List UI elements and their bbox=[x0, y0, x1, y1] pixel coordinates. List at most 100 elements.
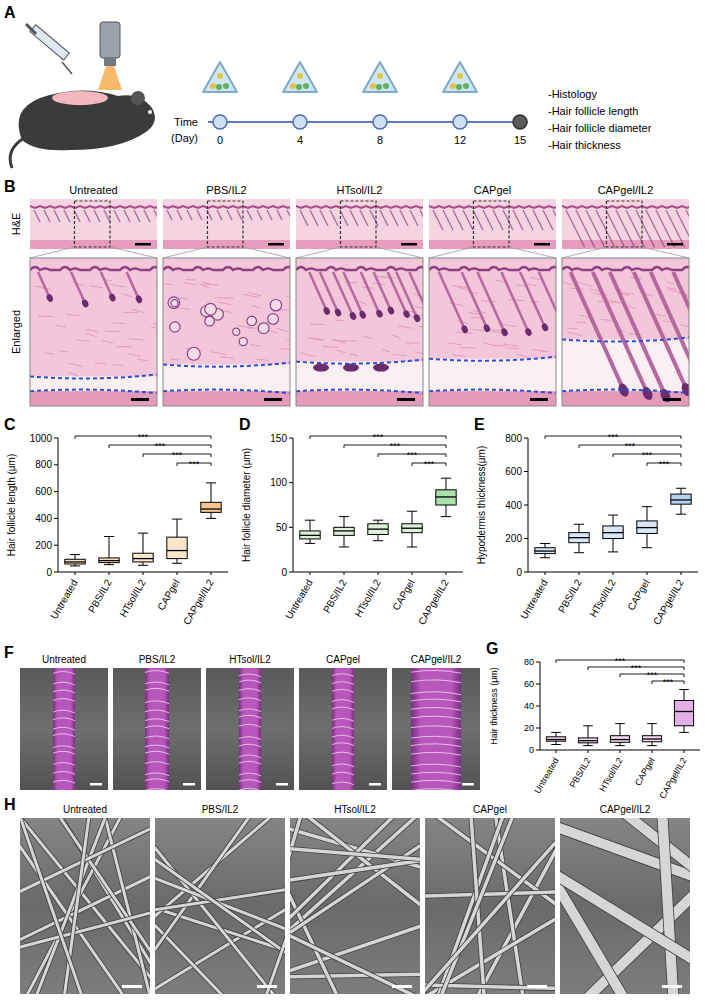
follicle bbox=[309, 272, 327, 311]
texture bbox=[680, 325, 689, 328]
x-tick bbox=[75, 572, 76, 575]
x-tick-label: HTsol/IL2 bbox=[587, 577, 618, 619]
hair-shadow bbox=[425, 818, 555, 994]
follicle bbox=[247, 210, 252, 220]
epidermis bbox=[562, 206, 689, 208]
group-label: HTsol/IL2 bbox=[337, 184, 383, 196]
follicle bbox=[237, 210, 242, 220]
hair bbox=[290, 818, 397, 994]
follicle bbox=[257, 210, 262, 220]
x-tick bbox=[684, 750, 685, 753]
whisker-cap bbox=[373, 520, 383, 521]
cuticle bbox=[239, 744, 261, 747]
cuticle bbox=[239, 724, 261, 727]
texture bbox=[110, 284, 125, 286]
y-tick bbox=[54, 572, 58, 573]
mouse-tail bbox=[10, 138, 24, 168]
texture bbox=[307, 338, 322, 341]
follicle bbox=[420, 210, 423, 226]
whisker-cap bbox=[574, 524, 584, 525]
follicle-section bbox=[233, 328, 240, 335]
follicle bbox=[44, 210, 50, 222]
cuticle bbox=[332, 727, 354, 730]
bulb bbox=[135, 294, 144, 304]
follicle bbox=[566, 210, 585, 247]
whisker-cap bbox=[138, 533, 148, 534]
texture bbox=[453, 355, 466, 356]
box bbox=[642, 736, 661, 742]
cuticle bbox=[411, 736, 461, 739]
cuticle bbox=[332, 764, 354, 767]
cuticle bbox=[145, 688, 169, 691]
whisker-cap bbox=[206, 482, 216, 483]
y-tick-label: 800 bbox=[35, 459, 52, 470]
texture bbox=[129, 339, 144, 340]
day-marker bbox=[513, 115, 527, 129]
sem-image bbox=[299, 668, 387, 790]
hair-shadow bbox=[657, 818, 683, 994]
follicle bbox=[374, 272, 391, 311]
cuticle bbox=[239, 715, 261, 718]
median bbox=[535, 550, 555, 551]
hair bbox=[560, 818, 690, 994]
cuticle bbox=[145, 726, 169, 729]
group-label: CAPgel bbox=[474, 184, 511, 196]
gel-icon bbox=[443, 62, 477, 92]
texture bbox=[45, 353, 53, 354]
texture bbox=[250, 344, 261, 346]
gel-particle bbox=[217, 73, 223, 79]
follicle bbox=[144, 210, 150, 222]
hypodermis-line bbox=[30, 390, 157, 394]
scale-bar bbox=[131, 398, 149, 401]
hair bbox=[58, 818, 118, 994]
texture bbox=[335, 350, 345, 353]
whisker-cap bbox=[373, 540, 383, 541]
follicle bbox=[127, 272, 139, 299]
box bbox=[603, 526, 623, 539]
follicle bbox=[513, 210, 523, 230]
texture bbox=[501, 324, 516, 326]
sem-image bbox=[113, 668, 201, 790]
bulb bbox=[45, 293, 54, 303]
box bbox=[133, 553, 153, 562]
x-tick-label: CAPgel bbox=[390, 578, 416, 613]
whisker-cap bbox=[104, 564, 114, 565]
whisker-cap bbox=[615, 723, 625, 724]
follicle bbox=[463, 210, 473, 230]
cuticle bbox=[53, 699, 75, 702]
device bbox=[100, 22, 120, 58]
y-tick-label: 50 bbox=[276, 522, 288, 533]
follicle bbox=[54, 210, 60, 222]
median bbox=[642, 738, 661, 739]
cuticle bbox=[239, 709, 261, 712]
x-tick-label: HTsol/IL2 bbox=[597, 756, 624, 794]
median bbox=[436, 496, 456, 497]
follicle bbox=[473, 210, 483, 230]
group-label: CAPgel bbox=[473, 804, 507, 815]
texture bbox=[38, 316, 53, 317]
follicle-section bbox=[258, 323, 269, 334]
hair-shadow bbox=[290, 835, 420, 900]
median bbox=[65, 561, 85, 562]
texture bbox=[567, 332, 581, 335]
texture bbox=[418, 326, 423, 327]
day-marker bbox=[293, 115, 307, 129]
y-axis-title: Hair thickness (μm) bbox=[489, 667, 499, 745]
texture bbox=[105, 331, 120, 332]
x-tick-label: CAPgel/IL2 bbox=[657, 756, 688, 800]
zoom-line bbox=[376, 247, 423, 258]
follicle-section bbox=[168, 297, 180, 309]
gel-particle bbox=[303, 83, 309, 89]
panel-letter: A bbox=[4, 4, 16, 21]
whisker-cap bbox=[551, 732, 561, 733]
cuticle bbox=[332, 682, 354, 685]
y-tick-label: 200 bbox=[505, 533, 522, 544]
gel-particle bbox=[210, 83, 216, 89]
hair bbox=[155, 818, 285, 994]
cuticle bbox=[239, 780, 261, 783]
cuticle bbox=[411, 692, 461, 695]
texture bbox=[460, 347, 475, 348]
unit-label: (Day) bbox=[171, 132, 198, 144]
texture bbox=[286, 296, 290, 297]
texture bbox=[35, 286, 51, 290]
